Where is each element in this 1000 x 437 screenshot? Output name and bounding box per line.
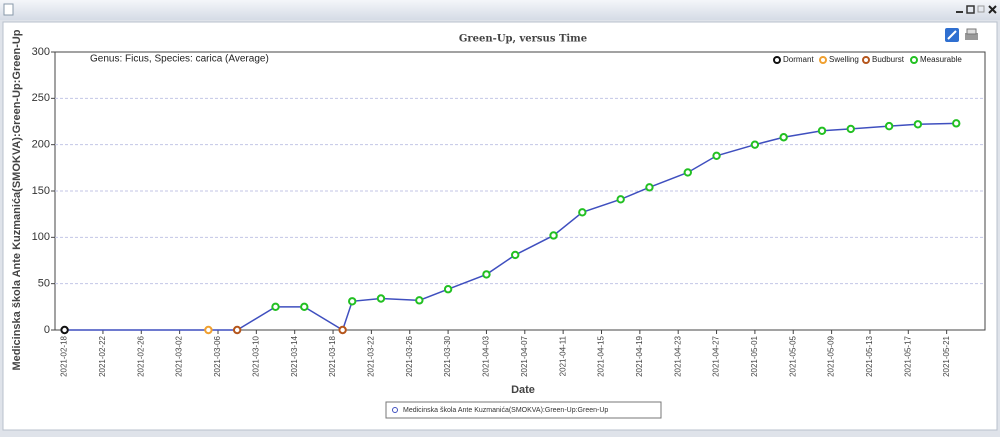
phase-legend-label: Dormant bbox=[783, 55, 814, 64]
x-tick-label: 2021-03-14 bbox=[290, 335, 299, 376]
data-point bbox=[415, 296, 424, 305]
y-tick-label: 200 bbox=[32, 139, 50, 151]
y-tick-label: 100 bbox=[32, 231, 50, 243]
x-tick-label: 2021-04-27 bbox=[712, 335, 721, 376]
data-point bbox=[204, 325, 213, 335]
data-point bbox=[60, 325, 69, 335]
data-point bbox=[712, 151, 721, 160]
x-tick-label: 2021-05-13 bbox=[865, 335, 874, 376]
window-controls bbox=[956, 5, 997, 14]
x-tick-label: 2021-03-30 bbox=[443, 335, 452, 376]
x-tick-label: 2021-03-22 bbox=[367, 335, 376, 376]
x-tick-label: 2021-04-19 bbox=[635, 335, 644, 376]
x-tick-label: 2021-02-18 bbox=[60, 335, 69, 376]
x-tick-label: 2021-05-17 bbox=[903, 335, 912, 376]
minimize-button[interactable] bbox=[956, 11, 963, 13]
x-tick-label: 2021-05-21 bbox=[942, 335, 951, 376]
data-point bbox=[511, 250, 520, 260]
data-point bbox=[616, 195, 625, 204]
data-point bbox=[817, 126, 827, 135]
x-tick-label: 2021-04-11 bbox=[558, 335, 567, 376]
close-button[interactable] bbox=[988, 5, 997, 14]
data-point bbox=[846, 124, 855, 134]
data-point bbox=[952, 119, 961, 128]
x-tick-label: 2021-03-10 bbox=[251, 335, 260, 376]
data-point bbox=[884, 121, 894, 131]
data-point bbox=[645, 183, 654, 192]
phase-legend-marker bbox=[910, 56, 918, 64]
phase-legend-marker bbox=[862, 56, 870, 64]
y-tick-label: 250 bbox=[32, 92, 50, 104]
phase-legend-label: Budburst bbox=[872, 55, 905, 64]
chart-title: Green-Up, versus Time bbox=[459, 34, 587, 45]
x-tick-label: 2021-04-03 bbox=[482, 335, 491, 376]
data-point bbox=[338, 325, 347, 335]
x-tick-label: 2021-03-26 bbox=[405, 335, 414, 376]
restore-button[interactable] bbox=[977, 5, 985, 13]
x-tick-label: 2021-04-23 bbox=[673, 335, 682, 376]
x-tick-label: 2021-05-09 bbox=[827, 335, 836, 376]
window-icon bbox=[3, 3, 14, 16]
data-point bbox=[232, 325, 242, 335]
x-tick-label: 2021-02-26 bbox=[136, 335, 145, 376]
data-point bbox=[750, 140, 760, 149]
y-tick-label: 150 bbox=[32, 185, 50, 197]
x-tick-label: 2021-05-01 bbox=[750, 335, 759, 376]
maximize-button[interactable] bbox=[966, 5, 975, 14]
data-point bbox=[913, 120, 923, 129]
data-point bbox=[683, 168, 692, 177]
phase-legend-label: Swelling bbox=[829, 55, 859, 64]
print-button[interactable] bbox=[965, 28, 978, 40]
phase-legend-marker bbox=[773, 56, 781, 64]
y-tick-label: 50 bbox=[38, 278, 50, 290]
x-tick-label: 2021-05-05 bbox=[788, 335, 797, 376]
x-tick-label: 2021-02-22 bbox=[98, 335, 107, 376]
data-point bbox=[482, 270, 491, 279]
series-legend bbox=[385, 401, 662, 419]
data-point bbox=[348, 297, 357, 306]
x-tick-label: 2021-03-18 bbox=[328, 335, 337, 376]
x-tick-label: 2021-04-07 bbox=[520, 335, 529, 376]
data-point bbox=[300, 302, 309, 312]
annotation: Genus: Ficus, Species: carica (Average) bbox=[90, 54, 269, 65]
data-point bbox=[376, 294, 386, 303]
data-point bbox=[443, 285, 453, 294]
data-point bbox=[578, 208, 587, 217]
title-bar bbox=[0, 0, 1000, 20]
series-legend-label: Medicinska škola Ante Kuzmanića(SMOKVA):… bbox=[403, 407, 608, 414]
y-tick-label: 0 bbox=[44, 324, 50, 336]
phase-legend-marker bbox=[819, 56, 827, 64]
y-axis-title: Medicinska škola Ante Kuzmanića(SMOKVA):… bbox=[11, 29, 23, 370]
x-tick-label: 2021-03-06 bbox=[213, 335, 222, 376]
data-point bbox=[271, 302, 280, 312]
x-axis-title: Date bbox=[511, 384, 535, 396]
link-icon bbox=[947, 30, 957, 40]
x-tick-label: 2021-04-15 bbox=[597, 335, 606, 376]
phase-legend-label: Measurable bbox=[920, 55, 962, 64]
x-tick-label: 2021-03-02 bbox=[175, 335, 184, 376]
data-point bbox=[549, 231, 558, 240]
data-point bbox=[779, 133, 788, 142]
series-legend-marker bbox=[392, 407, 398, 413]
y-tick-label: 300 bbox=[32, 46, 50, 58]
